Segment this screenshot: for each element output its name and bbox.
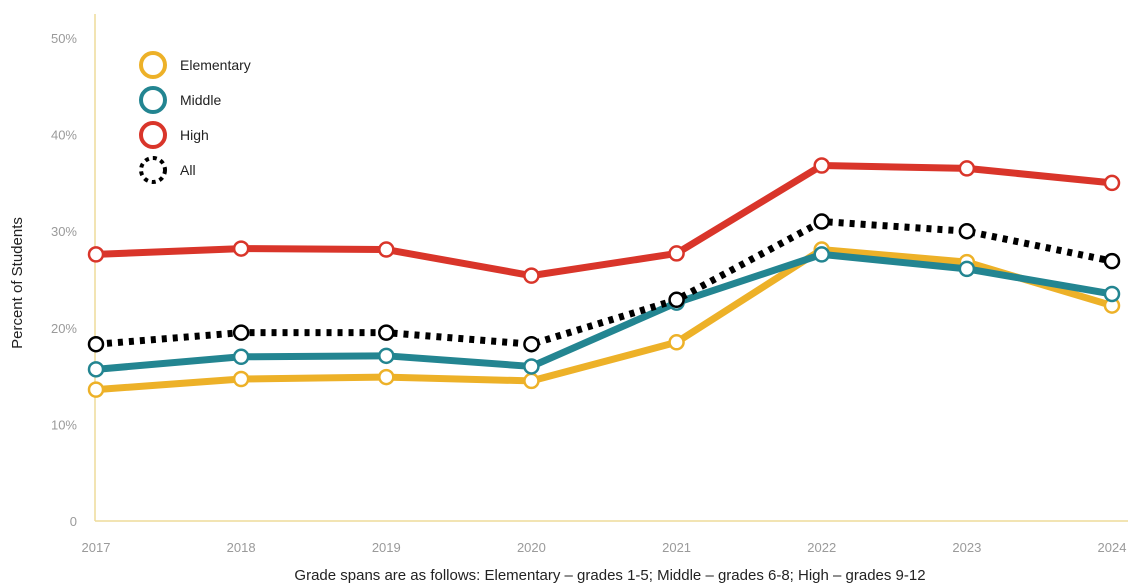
data-point [1103, 252, 1121, 270]
data-point [523, 358, 540, 375]
data-point [232, 370, 250, 388]
legend-marker [139, 156, 167, 184]
data-point [668, 334, 685, 351]
data-point [523, 372, 540, 390]
series-all [87, 213, 1121, 353]
data-point [1103, 285, 1121, 303]
x-tick-label: 2023 [952, 540, 981, 555]
data-point [378, 324, 395, 341]
x-tick-label: 2021 [662, 540, 691, 555]
legend-label: Middle [180, 92, 221, 108]
data-point [813, 246, 830, 263]
data-point [813, 157, 830, 174]
x-tick-label: 2019 [372, 540, 401, 555]
y-tick-label: 0 [70, 514, 77, 529]
legend-item-elementary: Elementary [139, 51, 251, 79]
data-point [378, 347, 395, 365]
data-point [523, 267, 540, 284]
data-point [668, 245, 685, 262]
data-point [232, 240, 250, 257]
data-point [958, 260, 976, 278]
series-line [95, 218, 1113, 348]
data-point [87, 335, 105, 353]
legend-item-high: High [139, 121, 209, 149]
x-tick-label: 2018 [227, 540, 256, 555]
legend-label: High [180, 127, 209, 143]
series-line [92, 162, 1116, 280]
y-tick-label: 20% [51, 321, 77, 336]
x-axis-ticks: 2017 2018 2019 2020 2021 2022 2023 2024 [82, 540, 1127, 555]
y-tick-label: 40% [51, 128, 77, 143]
y-tick-label: 30% [51, 224, 77, 239]
grade-span-note: Grade spans are as follows: Elementary –… [294, 567, 925, 584]
data-point [523, 335, 540, 353]
legend: Elementary Middle High All [139, 51, 251, 184]
data-point [378, 368, 395, 386]
x-tick-label: 2020 [517, 540, 546, 555]
x-tick-label: 2017 [82, 540, 111, 555]
legend-marker [139, 51, 167, 79]
series-line [92, 246, 1116, 394]
data-point [958, 222, 976, 240]
data-point [87, 361, 105, 378]
series-layer [87, 157, 1121, 398]
y-tick-label: 50% [51, 31, 77, 46]
series-line [92, 250, 1116, 373]
data-point [232, 348, 250, 366]
legend-marker [139, 86, 167, 114]
series-high [87, 157, 1121, 284]
legend-marker [139, 121, 167, 149]
legend-item-middle: Middle [139, 86, 221, 114]
data-point [87, 381, 105, 398]
legend-label: All [180, 162, 196, 178]
y-axis-ticks: 0 10% 20% 30% 40% 50% [51, 31, 77, 529]
data-point [668, 291, 685, 309]
y-tick-label: 10% [51, 417, 77, 432]
data-point [958, 160, 976, 177]
data-point [813, 213, 830, 230]
legend-item-all: All [139, 156, 196, 184]
x-tick-label: 2024 [1098, 540, 1127, 555]
data-point [87, 246, 105, 263]
y-axis-title: Percent of Students [9, 217, 26, 349]
data-point [1103, 174, 1121, 192]
legend-label: Elementary [180, 57, 251, 73]
x-tick-label: 2022 [807, 540, 836, 555]
data-point [378, 241, 395, 258]
data-point [232, 324, 250, 341]
series-elementary [87, 241, 1121, 398]
